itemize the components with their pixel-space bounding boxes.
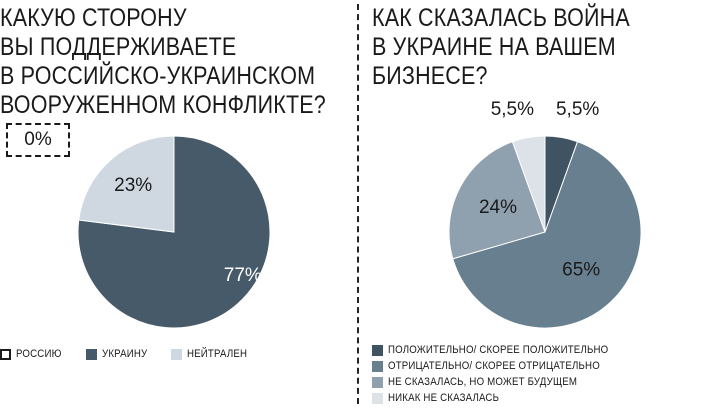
- chart-left-panel: КАКУЮ СТОРОНУ ВЫ ПОДДЕРЖИВАЕТЕ В РОССИЙС…: [0, 0, 355, 407]
- title-line: БИЗНЕСЕ?: [372, 62, 488, 90]
- legend-item-russia: РОССИЮ: [0, 348, 68, 360]
- legend-label: НИКАК НЕ СКАЗАЛАСЬ: [388, 392, 500, 404]
- legend-swatch: [85, 348, 97, 360]
- legend-item-negative: ОТРИЦАТЕЛЬНО/ СКОРЕЕ ОТРИЦАТЕЛЬНО: [372, 360, 638, 372]
- pie-slice: [452, 141, 642, 329]
- slice-value-label: 5,5%: [491, 99, 534, 120]
- legend-swatch: [171, 348, 183, 360]
- pie-slice: [78, 135, 175, 233]
- legend-label: ОТРИЦАТЕЛЬНО/ СКОРЕЕ ОТРИЦАТЕЛЬНО: [388, 360, 600, 372]
- legend-swatch: [372, 392, 383, 404]
- legend-swatch: [372, 376, 383, 388]
- slice-value-label: 5,5%: [556, 99, 599, 120]
- slice-value-label: 23%: [114, 175, 152, 196]
- slice-value-label: 77%: [224, 265, 262, 286]
- title-line: КАКУЮ СТОРОНУ: [0, 4, 187, 32]
- title-line: В РОССИЙСКО-УКРАИНСКОМ: [0, 62, 316, 90]
- title-line: ВЫ ПОДДЕРЖИВАЕТЕ: [0, 33, 237, 61]
- chart-right-panel: КАК СКАЗАЛАСЬ ВОЙНА В УКРАИНЕ НА ВАШЕМ Б…: [368, 0, 719, 407]
- legend-label: НЕ СКАЗАЛАСЬ, НО МОЖЕТ БУДУЩЕМ: [388, 376, 578, 388]
- slice-value-label: 65%: [562, 260, 600, 281]
- legend-label: НЕЙТРАЛЕН: [187, 348, 248, 360]
- chart-title-right: КАК СКАЗАЛАСЬ ВОЙНА В УКРАИНЕ НА ВАШЕМ Б…: [372, 4, 630, 91]
- chart-title-left: КАКУЮ СТОРОНУ ВЫ ПОДДЕРЖИВАЕТЕ В РОССИЙС…: [0, 4, 326, 120]
- legend-swatch: [372, 360, 383, 372]
- panel-divider: [357, 4, 359, 404]
- legend-item-neutral: НЕЙТРАЛЕН: [171, 348, 255, 360]
- legend-item-none: НИКАК НЕ СКАЗАЛАСЬ: [372, 392, 638, 404]
- legend-swatch: [0, 348, 11, 360]
- legend-label: УКРАИНУ: [101, 348, 148, 360]
- title-line: КАК СКАЗАЛАСЬ ВОЙНА: [372, 4, 630, 32]
- legend-right: ПОЛОЖИТЕЛЬНО/ СКОРЕЕ ПОЛОЖИТЕЛЬНО ОТРИЦА…: [372, 344, 638, 408]
- pie-chart-left: 77% 23%: [77, 135, 271, 329]
- legend-item-ukraine: УКРАИНУ: [85, 348, 154, 360]
- legend-item-positive: ПОЛОЖИТЕЛЬНО/ СКОРЕЕ ПОЛОЖИТЕЛЬНО: [372, 344, 638, 356]
- legend-left: РОССИЮ УКРАИНУ НЕЙТРАЛЕН: [0, 347, 274, 361]
- legend-label: РОССИЮ: [16, 348, 62, 360]
- zero-percent-box: 0%: [6, 123, 70, 157]
- pie-slice: [448, 141, 546, 260]
- pie-slice: [511, 135, 546, 233]
- pie-chart-right: 5,5% 65% 24% 5,5%: [448, 99, 642, 329]
- legend-label: ПОЛОЖИТЕЛЬНО/ СКОРЕЕ ПОЛОЖИТЕЛЬНО: [388, 344, 609, 356]
- legend-item-not-yet: НЕ СКАЗАЛАСЬ, НО МОЖЕТ БУДУЩЕМ: [372, 376, 638, 388]
- legend-swatch: [372, 344, 383, 356]
- title-line: ВООРУЖЕННОМ КОНФЛИКТЕ?: [0, 91, 326, 119]
- slice-value-label: 24%: [479, 197, 517, 218]
- title-line: В УКРАИНЕ НА ВАШЕМ: [372, 33, 616, 61]
